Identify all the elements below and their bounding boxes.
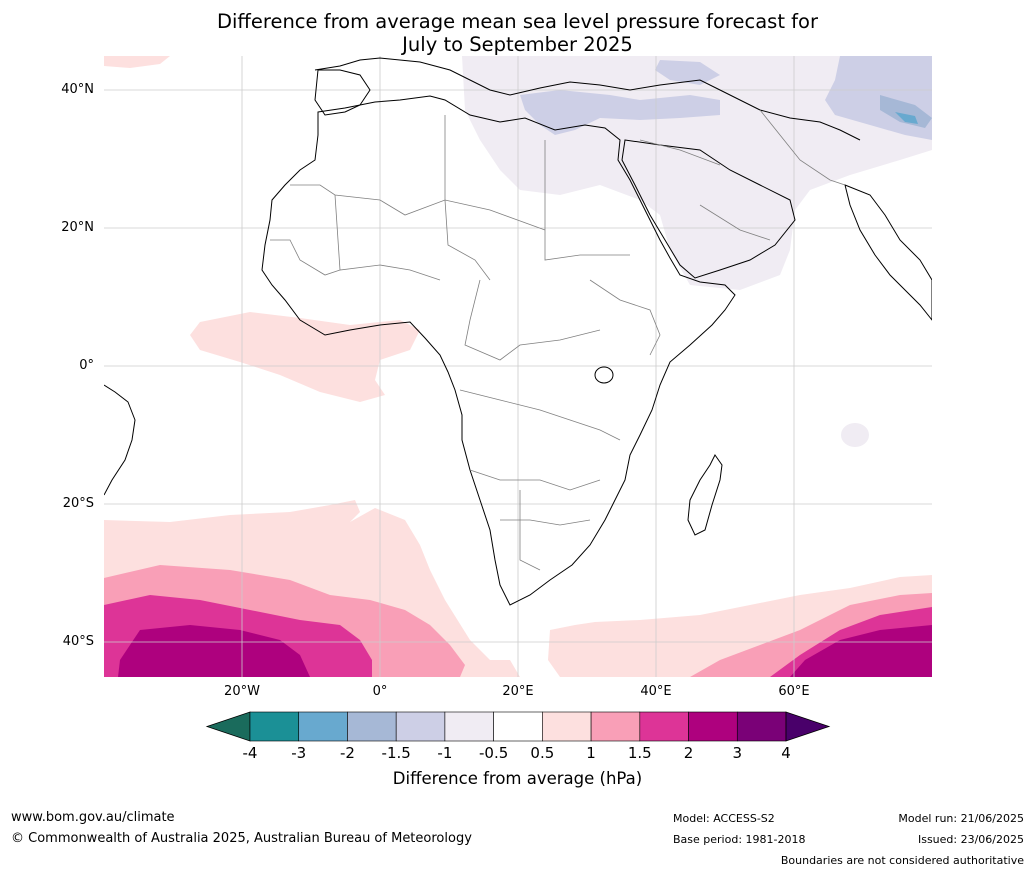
colorbar-tick-label: 1 bbox=[586, 744, 596, 762]
anomaly-region-iran-core bbox=[895, 112, 918, 124]
colorbar-tick-label: 0.5 bbox=[530, 744, 555, 762]
colorbar-tick-label: -4 bbox=[242, 744, 258, 762]
colorbar bbox=[205, 711, 831, 742]
colorbar-tick-label: 2 bbox=[683, 744, 694, 762]
footer-disclaimer: Boundaries are not considered authoritat… bbox=[780, 854, 1024, 867]
africa-coastline bbox=[261, 95, 736, 606]
colorbar-tick-label: -3 bbox=[291, 744, 307, 762]
madagascar-coastline bbox=[687, 454, 723, 536]
colorbar-segment bbox=[590, 711, 641, 742]
colorbar-segment bbox=[688, 711, 738, 742]
footer-copyright: © Commonwealth of Australia 2025, Austra… bbox=[11, 831, 472, 846]
colorbar-segment bbox=[298, 711, 348, 742]
lake-victoria bbox=[594, 366, 614, 384]
chart-title: Difference from average mean sea level p… bbox=[0, 10, 1035, 56]
title-line-2: July to September 2025 bbox=[402, 33, 633, 56]
anomaly-region-east-africa bbox=[841, 423, 869, 447]
colorbar-tick-label: -1 bbox=[437, 744, 453, 762]
footer-issued: Issued: 23/06/2025 bbox=[917, 833, 1024, 846]
title-line-1: Difference from average mean sea level p… bbox=[217, 10, 818, 33]
lon-label-20w: 20°W bbox=[224, 684, 260, 699]
country-borders bbox=[270, 109, 846, 571]
colorbar-tick-label: 1.5 bbox=[627, 744, 652, 762]
anomaly-region-mediterranean bbox=[520, 90, 720, 135]
colorbar-segment bbox=[347, 711, 397, 742]
colorbar-tick-label: 4 bbox=[781, 744, 791, 762]
europe-coastline bbox=[314, 57, 861, 141]
colorbar-segment bbox=[639, 711, 689, 742]
colorbar-tick-label: -1.5 bbox=[381, 744, 411, 762]
lat-label-0: 0° bbox=[79, 358, 94, 373]
colorbar-tick-label: 3 bbox=[732, 744, 743, 762]
colorbar-tick-label: -0.5 bbox=[478, 744, 509, 762]
south-america-coastline bbox=[104, 384, 136, 496]
india-coastline bbox=[844, 184, 932, 321]
footer-website: www.bom.gov.au/climate bbox=[11, 810, 175, 825]
lat-label-40n: 40°N bbox=[61, 82, 94, 97]
colorbar-segment bbox=[444, 711, 494, 742]
anomaly-region-gulf-of-guinea bbox=[190, 312, 420, 402]
colorbar-extend-high bbox=[785, 711, 831, 742]
lon-label-20e: 20°E bbox=[502, 684, 534, 699]
lat-label-40s: 40°S bbox=[62, 634, 94, 649]
colorbar-extend-low bbox=[205, 711, 251, 742]
lon-label-0: 0° bbox=[372, 684, 388, 699]
colorbar-segment bbox=[736, 711, 787, 742]
anomaly-region-central-asia bbox=[655, 60, 720, 85]
anomaly-region-iran-strong bbox=[880, 95, 932, 128]
anomaly-band-south-indian-2 bbox=[790, 625, 932, 677]
lon-label-60e: 60°E bbox=[778, 684, 810, 699]
colorbar-tick-label: -2 bbox=[339, 744, 355, 762]
lat-label-20s: 20°S bbox=[62, 496, 94, 511]
footer-model-run: Model run: 21/06/2025 bbox=[898, 812, 1024, 825]
colorbar-segment bbox=[493, 711, 543, 742]
anomaly-region-north-atlantic bbox=[104, 56, 170, 68]
anomaly-band-south-atlantic-2 bbox=[118, 625, 310, 677]
colorbar-label: Difference from average (hPa) bbox=[392, 769, 643, 788]
colorbar-segment bbox=[395, 711, 446, 742]
arabia-coastline bbox=[621, 139, 796, 279]
colorbar-segment bbox=[542, 711, 592, 742]
lon-label-40e: 40°E bbox=[640, 684, 672, 699]
colorbar-segment bbox=[249, 711, 300, 742]
iberia-coastline bbox=[314, 69, 371, 116]
lat-label-20n: 20°N bbox=[61, 220, 94, 235]
footer-base-period: Base period: 1981-2018 bbox=[673, 833, 806, 846]
footer-model: Model: ACCESS-S2 bbox=[673, 812, 775, 825]
map-gridlines bbox=[104, 56, 932, 677]
